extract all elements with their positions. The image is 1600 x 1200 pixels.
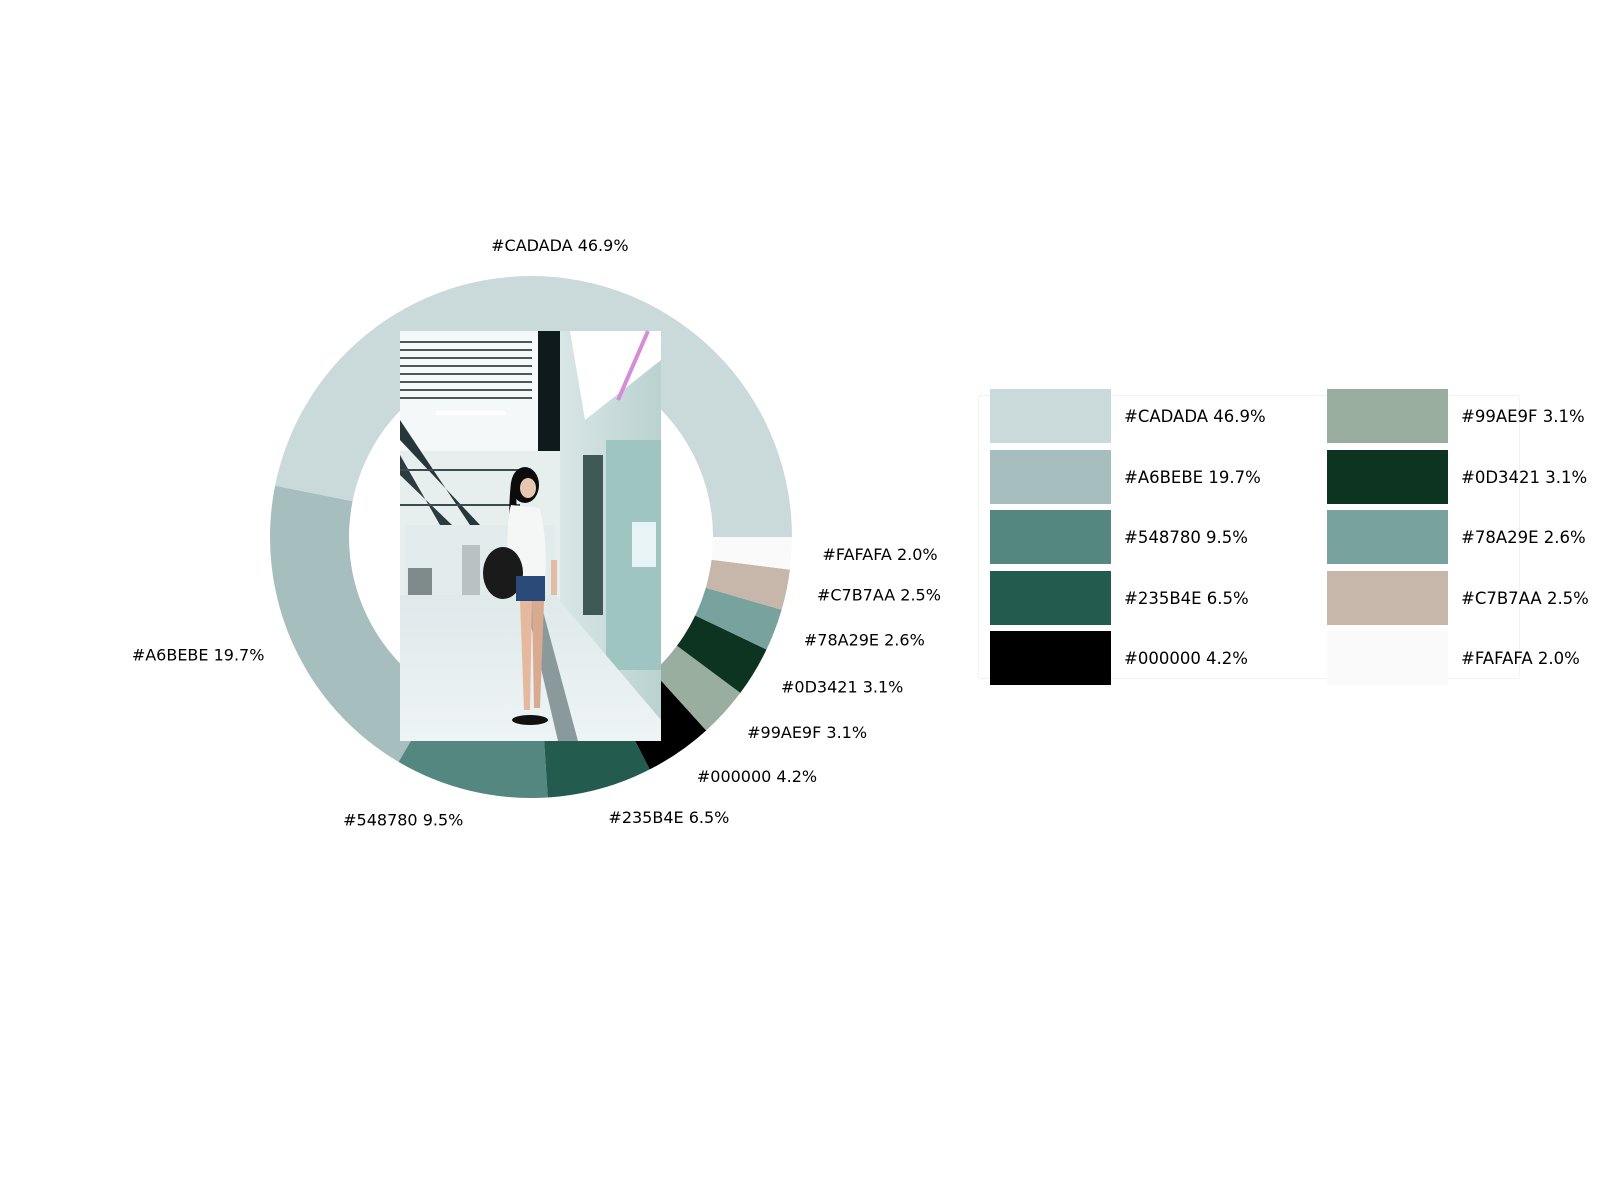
slice-fafafa	[711, 537, 792, 570]
legend-label: #78A29E 2.6%	[1461, 528, 1586, 547]
slice-label-0d3421: #0D3421 3.1%	[781, 677, 903, 696]
center-photo	[400, 330, 661, 741]
legend-label: #CADADA 46.9%	[1124, 407, 1266, 426]
legend-swatch	[990, 570, 1111, 625]
slice-0d3421	[676, 615, 767, 693]
legend-item: #0D3421 3.1%	[1327, 449, 1600, 511]
legend: #CADADA 46.9% #A6BEBE 19.7% #548780 9.5% #2…	[990, 389, 1600, 689]
slice-label-000000: #000000 4.2%	[697, 767, 817, 786]
legend-item: #548780 9.5%	[990, 510, 1327, 571]
legend-swatch	[1327, 449, 1448, 504]
legend-item: #78A29E 2.6%	[1327, 510, 1600, 571]
slice-99ae9f	[653, 645, 741, 731]
legend-label: #548780 9.5%	[1124, 528, 1248, 547]
slice-label-cadada: #CADADA 46.9%	[491, 236, 628, 255]
legend-item: #CADADA 46.9%	[990, 389, 1327, 450]
legend-swatch	[990, 510, 1111, 564]
slice-label-235b4e: #235B4E 6.5%	[608, 808, 729, 827]
legend-swatch	[1327, 389, 1448, 443]
legend-item: #000000 4.2%	[990, 631, 1327, 692]
legend-swatch	[1327, 510, 1448, 564]
slice-labels: #CADADA 46.9% #A6BEBE 19.7% #548780 9.5% #2…	[132, 236, 941, 830]
slice-label-78a29e: #78A29E 2.6%	[804, 630, 925, 649]
slice-78a29e	[695, 587, 782, 650]
legend-label: #0D3421 3.1%	[1461, 467, 1588, 487]
legend-label: #FAFAFA 2.0%	[1461, 649, 1580, 668]
slice-label-a6bebe: #A6BEBE 19.7%	[132, 646, 265, 665]
legend-swatch	[990, 631, 1111, 685]
slice-label-99ae9f: #99AE9F 3.1%	[747, 723, 867, 742]
slice-c7b7aa	[705, 559, 790, 610]
slice-label-c7b7aa: #C7B7AA 2.5%	[817, 586, 941, 605]
legend-swatch	[1327, 631, 1448, 685]
legend-label: #235B4E 6.5%	[1124, 588, 1249, 608]
legend-item: #C7B7AA 2.5%	[1327, 570, 1600, 632]
legend-item: #99AE9F 3.1%	[1327, 389, 1600, 450]
legend-swatch	[1327, 570, 1448, 625]
slice-label-548780: #548780 9.5%	[343, 811, 463, 830]
legend-label: #99AE9F 3.1%	[1461, 407, 1585, 426]
legend-swatch	[990, 449, 1111, 504]
legend-item: #A6BEBE 19.7%	[990, 449, 1327, 511]
slice-label-fafafa: #FAFAFA 2.0%	[822, 545, 937, 564]
legend-item: #FAFAFA 2.0%	[1327, 631, 1600, 692]
legend-label: #000000 4.2%	[1124, 649, 1248, 668]
legend-item: #235B4E 6.5%	[990, 570, 1327, 632]
legend-swatch	[990, 389, 1111, 443]
legend-label: #C7B7AA 2.5%	[1461, 588, 1589, 608]
legend-label: #A6BEBE 19.7%	[1124, 467, 1261, 487]
slice-a6bebe	[270, 485, 439, 762]
